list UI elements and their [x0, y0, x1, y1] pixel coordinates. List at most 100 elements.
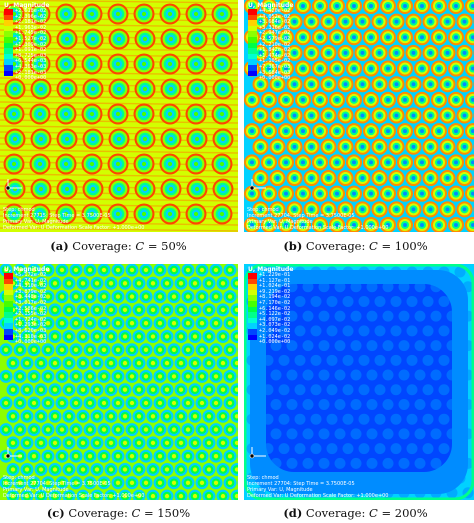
dimple-ring	[142, 86, 148, 92]
legend-value: +6.146e-02	[259, 305, 291, 312]
dimple-ring	[446, 310, 458, 322]
dimple-ring	[199, 321, 205, 326]
dimple-ring	[430, 310, 442, 322]
dimple-ring	[227, 294, 233, 299]
dimple-ring	[17, 400, 23, 406]
legend-value: +6.544e-03	[15, 58, 47, 65]
dimple-ring	[234, 467, 238, 472]
dimple-ring	[342, 295, 354, 307]
dimple-ring	[270, 310, 282, 322]
dimple-ring	[343, 176, 348, 181]
dimple-ring	[438, 413, 450, 425]
dimple-ring	[220, 414, 226, 419]
legend-row: +1.842e-02	[248, 48, 293, 54]
dimple-ring	[428, 144, 433, 149]
dimple-ring	[220, 136, 226, 142]
legend-value: +4.363e-03	[15, 63, 47, 70]
dimple-ring	[12, 136, 18, 142]
legend-row: +0.000e+00	[4, 340, 49, 346]
dimple-ring	[237, 320, 238, 326]
dimple-ring	[284, 129, 288, 134]
dimple-ring	[275, 82, 280, 87]
dimple-ring	[150, 493, 156, 499]
dimple-ring	[302, 457, 314, 469]
dimple-ring	[278, 472, 290, 484]
dimple-ring	[90, 186, 96, 192]
dimple-ring	[178, 334, 184, 339]
legend-row: +2.586e-02	[4, 306, 49, 313]
caption-text: Coverage:	[302, 239, 370, 253]
dimple-ring	[143, 347, 149, 352]
dimple-ring	[101, 400, 107, 406]
dimple-ring	[334, 487, 346, 499]
dimple-ring	[454, 266, 466, 278]
dimple-ring	[227, 267, 233, 273]
dimple-ring	[437, 191, 441, 196]
dimple-ring	[116, 36, 122, 42]
dimple-ring	[199, 400, 205, 406]
dimple-ring	[278, 354, 290, 366]
dimple-ring	[199, 267, 205, 273]
dimple-ring	[422, 266, 434, 278]
dimple-ring	[59, 480, 65, 485]
dimple-ring	[326, 472, 338, 484]
dimple-ring	[270, 398, 282, 410]
dimple-ring	[342, 354, 354, 366]
dimple-ring	[80, 440, 86, 446]
dimple-ring	[37, 11, 43, 17]
dimple-ring	[454, 97, 458, 102]
info-line: Primary Var: U, Magnitude	[247, 487, 313, 493]
dimple-ring	[171, 427, 177, 432]
dimple-ring	[438, 354, 450, 366]
dimple-ring	[101, 480, 107, 485]
legend-row: +1.105e-02	[248, 59, 293, 65]
dimple-ring	[343, 144, 348, 149]
legend-row: +5.172e-02	[4, 272, 49, 279]
dimple-ring	[406, 354, 418, 366]
dimple-ring	[318, 97, 322, 102]
dimple-ring	[150, 387, 156, 392]
dimple-ring	[335, 129, 339, 134]
dimple-ring	[59, 454, 65, 459]
dimple-ring	[326, 413, 338, 425]
dimple-ring	[262, 413, 274, 425]
legend-swatch	[248, 306, 257, 313]
dimple-ring	[31, 427, 37, 432]
dimple-ring	[258, 207, 263, 212]
dimple-ring	[52, 281, 58, 286]
dimple-ring	[377, 207, 382, 212]
dimple-ring	[129, 267, 135, 273]
caption-variable: C	[131, 506, 141, 520]
dimple-ring	[129, 294, 135, 299]
legend-swatch	[248, 312, 257, 318]
dimple-ring	[286, 457, 298, 469]
dimple-ring	[284, 4, 288, 8]
dimple-ring	[262, 384, 274, 396]
dimple-ring	[150, 307, 156, 313]
dimple-ring	[227, 347, 233, 352]
dimple-ring	[358, 384, 370, 396]
dimple-ring	[318, 398, 330, 410]
caption-text: Coverage:	[68, 239, 136, 253]
dimple-ring	[374, 384, 386, 396]
dimple-ring	[122, 360, 128, 366]
info-line: Step: chmod	[3, 207, 35, 213]
dimple-ring	[246, 472, 258, 484]
dimple-ring	[66, 467, 72, 472]
dimple-ring	[301, 129, 305, 134]
dimple-ring	[374, 295, 386, 307]
dimple-ring	[254, 281, 266, 293]
dimple-ring	[318, 281, 330, 293]
dimple-ring	[178, 307, 184, 313]
dimple-ring	[73, 454, 79, 459]
contour-plot-b	[244, 0, 474, 232]
dimple-ring	[366, 457, 378, 469]
dimple-ring	[66, 334, 72, 339]
legend-value: +3.017e-02	[15, 299, 47, 306]
dimple-ring	[141, 161, 147, 167]
dimple-ring	[94, 493, 100, 499]
legend-row: +2.210e-02	[248, 42, 293, 49]
dimple-ring	[80, 467, 86, 472]
dimple-ring	[445, 82, 450, 87]
dimple-ring	[59, 374, 65, 379]
